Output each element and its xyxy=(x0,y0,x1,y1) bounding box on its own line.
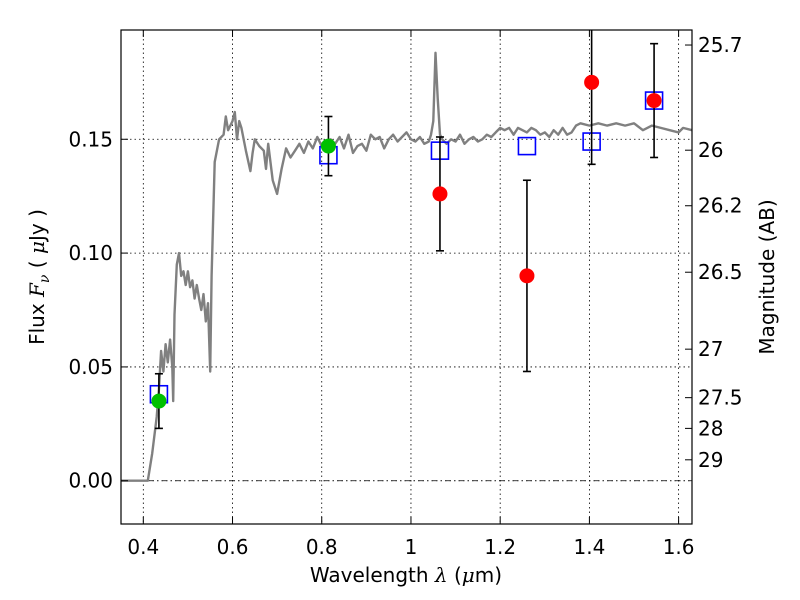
y2-tick-label: 27 xyxy=(698,337,723,361)
y-tick-label: 0.10 xyxy=(68,241,113,265)
y2-tick-label: 28 xyxy=(698,416,723,440)
axis-ticks: 0.4 0.6 0.8 1 1.2 1.4 1.6 0.00 0.05 0.10 0.15 25.7 2… xyxy=(68,30,743,559)
y-tick-label: 0.15 xyxy=(68,127,113,151)
model-photometry-box xyxy=(517,136,537,156)
y2-tick-label: 26.5 xyxy=(698,260,743,284)
y-axis-label: Flux Fν ( μJy ) xyxy=(25,209,53,345)
x-tick-label: 1.2 xyxy=(484,535,516,559)
photometry-point xyxy=(584,74,600,90)
x-tick-label: 0.4 xyxy=(127,535,159,559)
y2-axis-label: Magnitude (AB) xyxy=(755,199,779,354)
plot-border xyxy=(120,29,693,525)
grid-lines xyxy=(121,30,692,524)
y2-tick-label: 25.7 xyxy=(698,33,743,57)
photometry-point xyxy=(432,186,448,202)
model-spectrum-line xyxy=(121,51,693,482)
y-tick-label: 0.05 xyxy=(68,355,113,379)
x-tick-label: 0.6 xyxy=(217,535,249,559)
photometry-point xyxy=(646,93,662,109)
y-tick-label: 0.00 xyxy=(68,469,113,493)
x-tick-label: 1.4 xyxy=(573,535,605,559)
y2-tick-label: 29 xyxy=(698,448,723,472)
photometry-point xyxy=(519,268,535,284)
photometry-point xyxy=(151,393,167,409)
plot-area xyxy=(121,30,693,482)
y2-tick-label: 27.5 xyxy=(698,386,743,410)
y2-tick-label: 26.2 xyxy=(698,194,743,218)
x-tick-label: 0.8 xyxy=(306,535,338,559)
photometry-point xyxy=(320,138,336,154)
x-tick-label: 1 xyxy=(405,535,418,559)
x-axis-label: Wavelength λ (μm) xyxy=(310,563,502,587)
plot-frame xyxy=(120,29,693,525)
y2-tick-label: 26 xyxy=(698,138,723,162)
x-tick-label: 1.6 xyxy=(663,535,695,559)
